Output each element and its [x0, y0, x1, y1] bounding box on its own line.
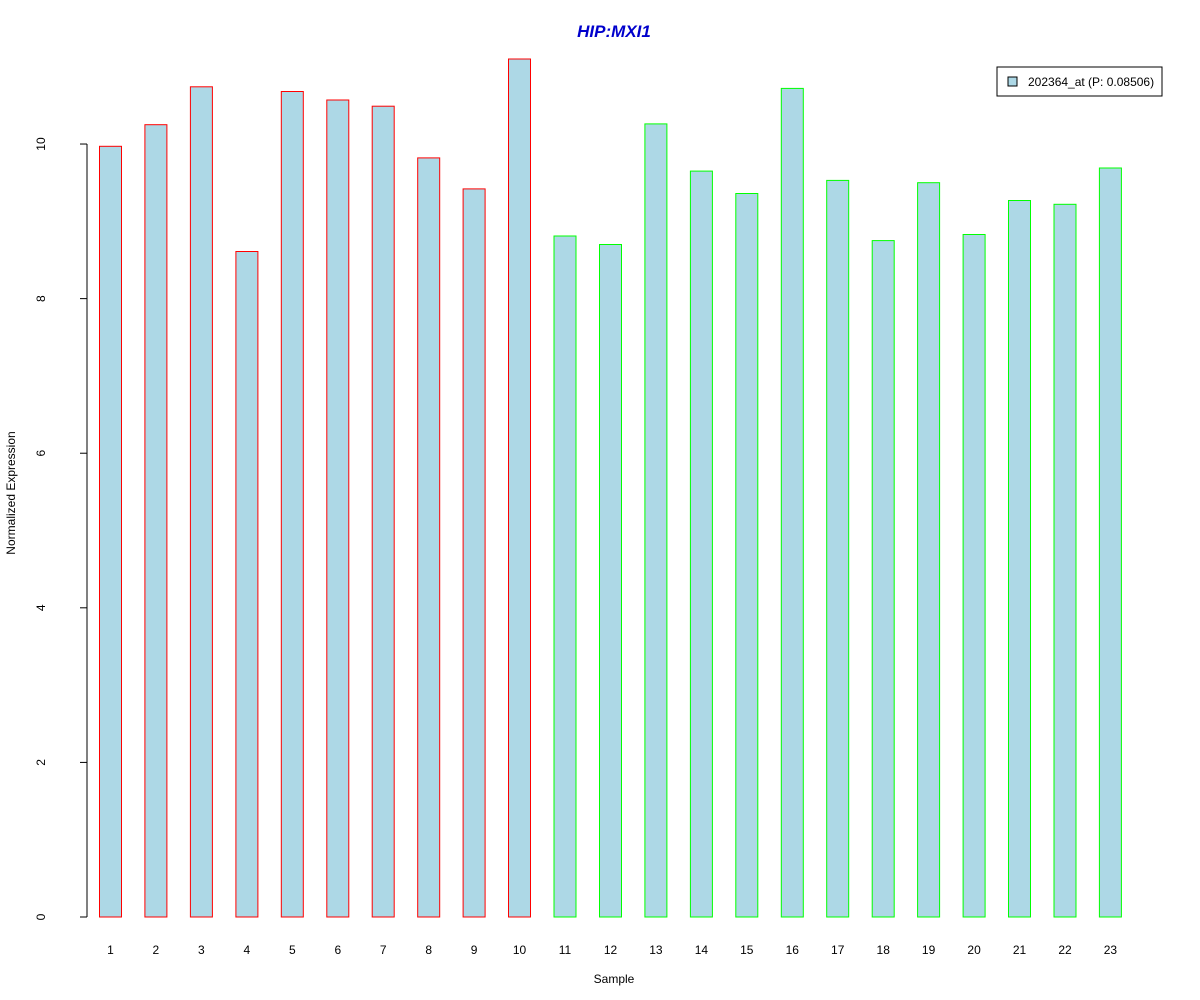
bar-sample-7	[371, 105, 395, 918]
legend-label: 202364_at (P: 0.08506)	[1028, 75, 1154, 89]
bar-sample-2	[144, 124, 168, 918]
x-tick-label: 10	[513, 943, 527, 957]
y-tick-label: 4	[34, 604, 48, 611]
legend: 202364_at (P: 0.08506)	[996, 66, 1163, 97]
chart-title: HIP:MXI1	[577, 22, 651, 41]
y-axis-label: Normalized Expression	[4, 431, 18, 554]
x-tick-label: 4	[244, 943, 251, 957]
y-axis: 0 2 4 6 8 10	[34, 137, 88, 920]
legend-box	[996, 66, 1163, 97]
y-tick-label: 10	[34, 137, 48, 151]
x-tick-label: 1	[107, 943, 114, 957]
x-tick-labels: 1 2 3 4 5 6 7 8 9 10 11 12 13 14 15 16 17 18 19 20 21 22 23	[107, 943, 1117, 957]
bar-sample-22	[1053, 203, 1077, 918]
x-tick-label: 13	[649, 943, 663, 957]
x-tick-label: 16	[786, 943, 800, 957]
x-tick-label: 6	[334, 943, 341, 957]
x-tick-label: 2	[153, 943, 160, 957]
bar-sample-21	[1008, 200, 1031, 918]
x-tick-label: 3	[198, 943, 205, 957]
bar-sample-14	[689, 170, 713, 918]
bar-sample-18	[871, 240, 895, 918]
bar-sample-6	[326, 99, 350, 918]
x-tick-label: 12	[604, 943, 618, 957]
x-tick-label: 11	[559, 943, 572, 957]
y-tick-label: 0	[34, 913, 48, 920]
x-tick-label: 19	[922, 943, 936, 957]
bar-sample-16	[780, 87, 804, 918]
bar-sample-15	[735, 193, 759, 918]
bar-sample-17	[826, 179, 850, 918]
x-tick-label: 9	[471, 943, 478, 957]
x-tick-label: 8	[425, 943, 432, 957]
legend-swatch	[1007, 76, 1018, 87]
x-tick-label: 23	[1104, 943, 1118, 957]
bar-sample-12	[599, 244, 622, 918]
bar-sample-5	[280, 91, 304, 918]
bars-group	[99, 58, 1122, 918]
x-tick-label: 18	[877, 943, 891, 957]
y-tick-label: 8	[34, 295, 48, 302]
y-tick-label: 2	[34, 759, 48, 766]
x-tick-label: 20	[967, 943, 981, 957]
x-tick-label: 22	[1058, 943, 1072, 957]
bar-sample-10	[508, 58, 531, 918]
y-tick-label: 6	[34, 450, 48, 457]
x-tick-label: 17	[831, 943, 845, 957]
bar-sample-4	[235, 251, 259, 918]
x-tick-label: 5	[289, 943, 296, 957]
bar-sample-3	[189, 86, 213, 918]
bar-sample-19	[917, 182, 941, 918]
x-axis-label: Sample	[594, 972, 635, 986]
bar-sample-8	[417, 157, 441, 918]
x-tick-label: 15	[740, 943, 754, 957]
x-tick-label: 21	[1013, 943, 1027, 957]
bar-sample-13	[644, 123, 668, 918]
x-tick-label: 14	[695, 943, 709, 957]
bar-sample-20	[962, 234, 986, 918]
bar-sample-11	[553, 235, 577, 918]
bar-sample-1	[99, 145, 122, 918]
x-tick-label: 7	[380, 943, 387, 957]
bar-sample-9	[462, 188, 486, 918]
bar-sample-23	[1098, 167, 1122, 918]
